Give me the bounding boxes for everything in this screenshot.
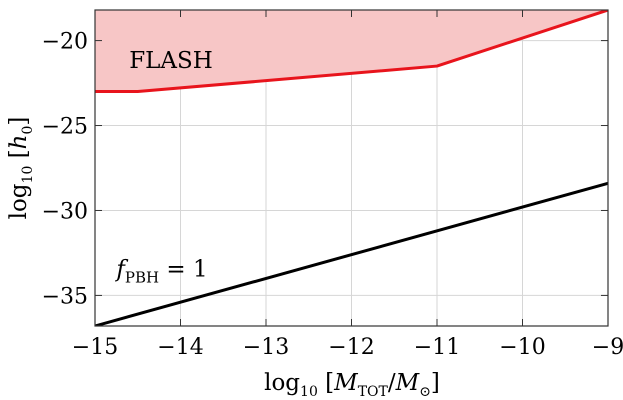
fpbh-annotation: fPBH = 1 — [114, 257, 207, 287]
x-tick-label: −10 — [499, 335, 545, 360]
tick-labels: −15 −14 −13 −12 −11 −10 −9 −20 −25 −30 −35 — [42, 30, 623, 360]
flash-annotation: FLASH — [129, 48, 213, 74]
y-axis-title: log10 [h0] — [6, 117, 36, 220]
y-tick-label: −35 — [42, 284, 88, 309]
y-tick-label: −25 — [42, 115, 88, 140]
annotations: FLASH fPBH = 1 — [114, 48, 212, 287]
y-tick-label: −30 — [42, 199, 88, 224]
ticks — [94, 10, 609, 326]
fpbh-line — [95, 181, 608, 326]
x-tick-label: −15 — [72, 335, 118, 360]
y-tick-label: −20 — [42, 30, 88, 55]
x-tick-label: −12 — [328, 335, 374, 360]
flash-excluded-region — [95, 10, 608, 92]
x-tick-label: −11 — [414, 335, 460, 360]
x-tick-label: −14 — [157, 335, 203, 360]
series-lines — [95, 10, 608, 326]
fill-regions — [95, 10, 608, 92]
x-tick-label: −13 — [243, 335, 289, 360]
x-tick-label: −9 — [592, 335, 623, 360]
x-axis-title: log10 [MTOT/M⊙] — [264, 370, 440, 400]
flash-bound-line — [95, 10, 608, 94]
